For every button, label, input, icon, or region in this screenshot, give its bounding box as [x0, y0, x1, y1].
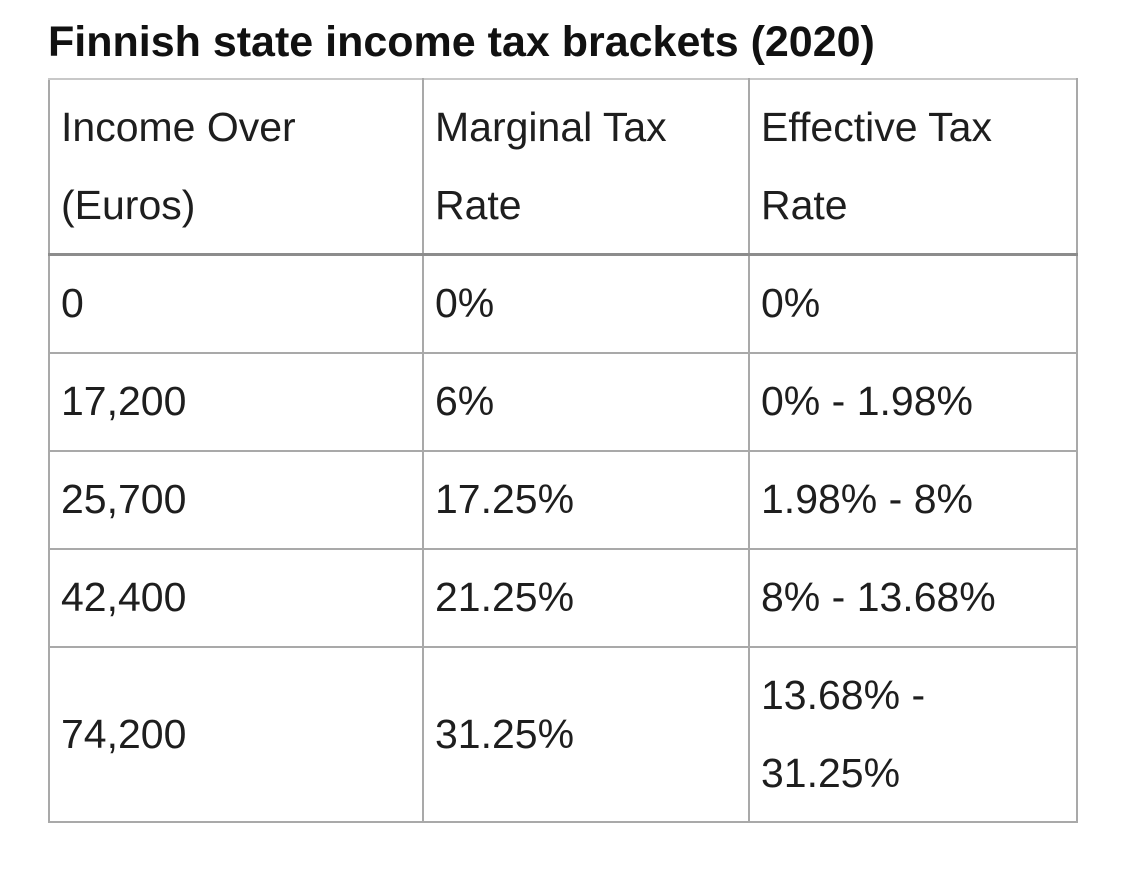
effective-rate-cell: 0% [748, 253, 1078, 354]
table-row: 25,700 17.25% 1.98% - 8% [48, 450, 1078, 550]
effective-rate-cell: 8% - 13.68% [748, 548, 1078, 648]
marginal-rate-cell: 17.25% [422, 450, 750, 550]
income-cell: 25,700 [48, 450, 424, 550]
page-title: Finnish state income tax brackets (2020) [48, 18, 875, 66]
effective-rate-cell: 13.68% - 31.25% [748, 646, 1078, 823]
marginal-rate-cell: 0% [422, 253, 750, 354]
tax-brackets-table: Income Over (Euros) Marginal Tax Rate Ef… [48, 78, 1078, 823]
header-row: Income Over (Euros) Marginal Tax Rate Ef… [48, 78, 1078, 256]
header-marginal-tax-rate: Marginal Tax Rate [422, 78, 750, 256]
income-cell: 42,400 [48, 548, 424, 648]
table-row: 17,200 6% 0% - 1.98% [48, 352, 1078, 452]
table-row: 42,400 21.25% 8% - 13.68% [48, 548, 1078, 648]
effective-rate-cell: 1.98% - 8% [748, 450, 1078, 550]
income-cell: 74,200 [48, 646, 424, 823]
income-cell: 0 [48, 253, 424, 354]
marginal-rate-cell: 6% [422, 352, 750, 452]
header-effective-tax-rate: Effective Tax Rate [748, 78, 1078, 256]
income-cell: 17,200 [48, 352, 424, 452]
table-row: 0 0% 0% [48, 253, 1078, 354]
marginal-rate-cell: 31.25% [422, 646, 750, 823]
marginal-rate-cell: 21.25% [422, 548, 750, 648]
effective-rate-cell: 0% - 1.98% [748, 352, 1078, 452]
table-row: 74,200 31.25% 13.68% - 31.25% [48, 646, 1078, 823]
header-income-over: Income Over (Euros) [48, 78, 424, 256]
